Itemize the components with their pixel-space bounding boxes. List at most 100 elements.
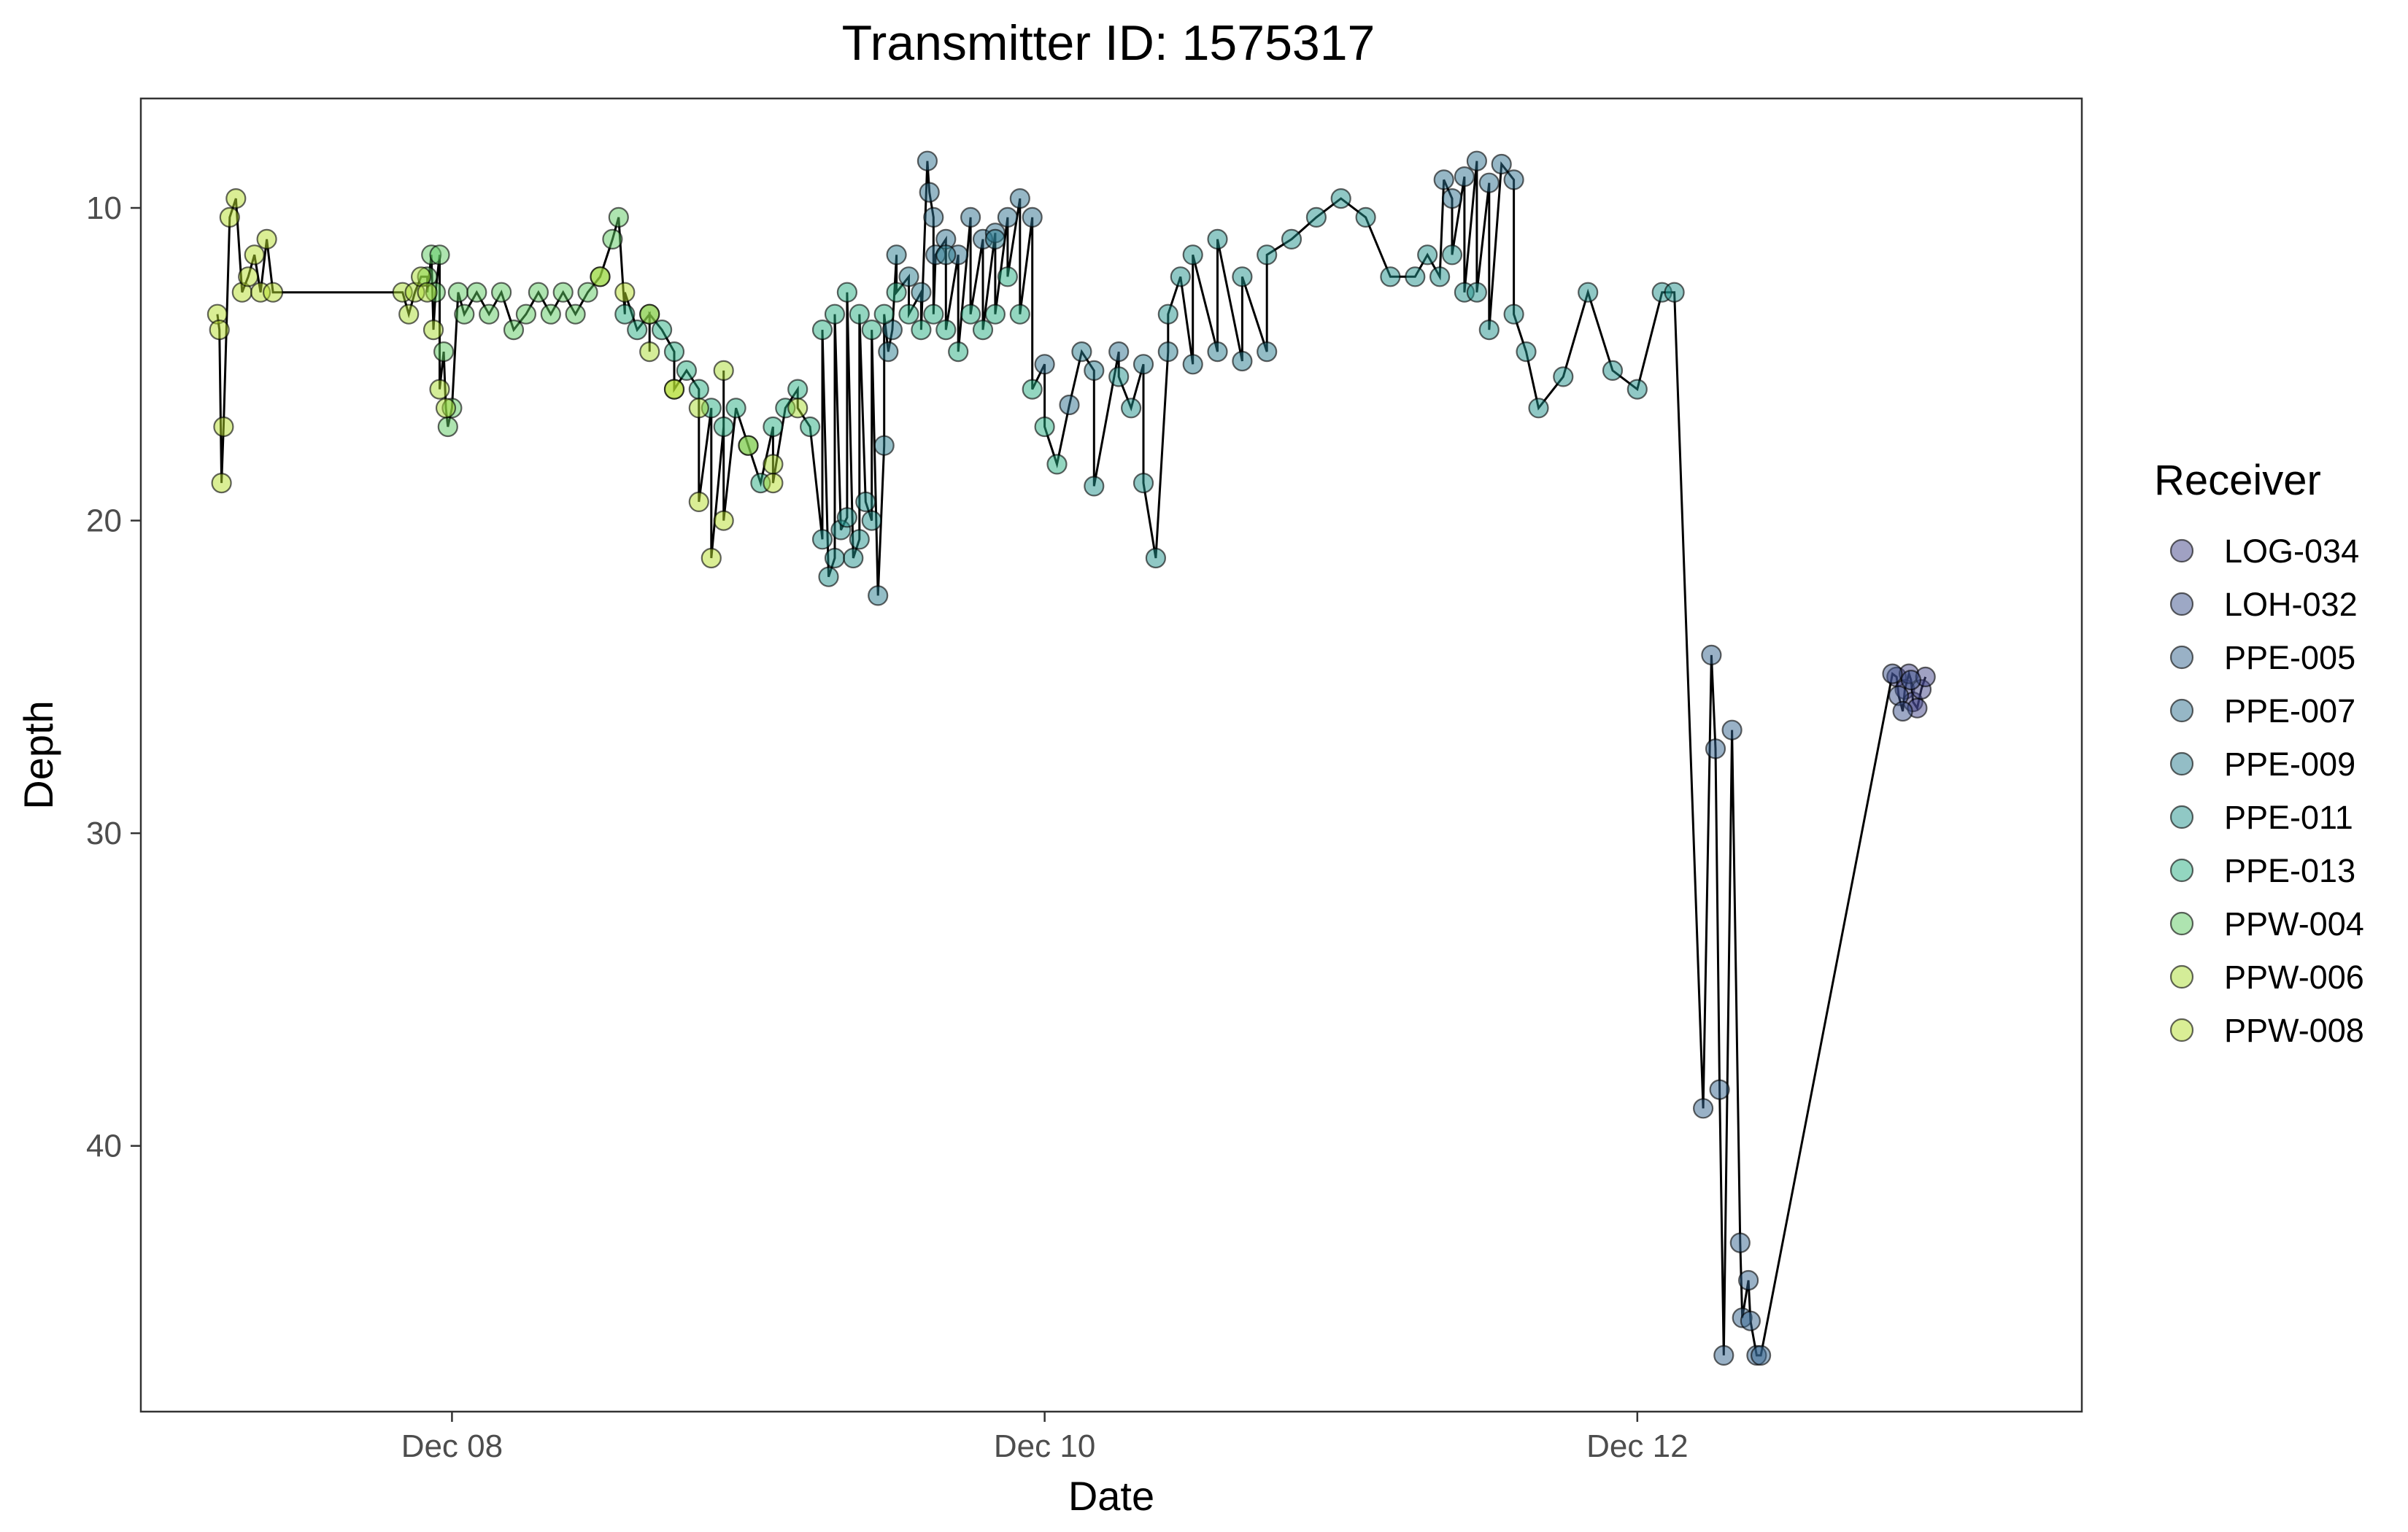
data-point bbox=[676, 360, 698, 381]
data-point bbox=[1429, 266, 1451, 287]
data-point bbox=[855, 491, 876, 513]
data-point bbox=[608, 206, 629, 228]
data-point bbox=[256, 228, 277, 249]
data-point bbox=[763, 472, 784, 494]
data-point bbox=[1721, 719, 1743, 740]
data-point bbox=[1257, 244, 1278, 266]
legend-key bbox=[2169, 698, 2194, 723]
data-point bbox=[651, 320, 673, 341]
data-point bbox=[799, 416, 821, 438]
data-point bbox=[429, 244, 450, 266]
data-point bbox=[663, 341, 685, 363]
series-PPE-007 bbox=[916, 150, 1524, 416]
legend-key bbox=[2169, 751, 2194, 776]
legend-item: PPE-005 bbox=[2169, 639, 2355, 676]
data-point bbox=[824, 303, 846, 325]
data-point bbox=[1071, 341, 1092, 363]
data-point bbox=[433, 341, 455, 363]
data-point bbox=[627, 320, 648, 341]
data-point bbox=[417, 282, 438, 303]
data-point bbox=[849, 529, 870, 550]
data-point bbox=[1132, 354, 1154, 375]
series-PPW-008 bbox=[207, 188, 784, 569]
data-point bbox=[1108, 341, 1130, 363]
data-point bbox=[725, 398, 746, 419]
legend-title: Receiver bbox=[2154, 457, 2321, 504]
legend-item: PPE-011 bbox=[2169, 799, 2353, 836]
data-point bbox=[552, 282, 574, 303]
data-point bbox=[868, 585, 889, 606]
data-point bbox=[590, 266, 611, 287]
legend-item: PPE-007 bbox=[2169, 692, 2355, 730]
data-point bbox=[1713, 1345, 1734, 1366]
data-point bbox=[861, 320, 882, 341]
series-PPE-005 bbox=[1693, 644, 1772, 1366]
data-point bbox=[1751, 1345, 1772, 1366]
data-point bbox=[1664, 282, 1685, 303]
data-point bbox=[1602, 360, 1624, 381]
data-point bbox=[1232, 350, 1253, 372]
data-point bbox=[437, 416, 458, 438]
data-point bbox=[1034, 416, 1055, 438]
data-point bbox=[1701, 644, 1722, 666]
data-point bbox=[1145, 547, 1167, 569]
data-point bbox=[1705, 738, 1726, 759]
x-axis-title: Date bbox=[1068, 1473, 1154, 1519]
data-point bbox=[873, 435, 895, 456]
data-point bbox=[878, 341, 899, 363]
legend-label: PPW-004 bbox=[2224, 905, 2364, 943]
data-point bbox=[1355, 206, 1376, 228]
data-point bbox=[849, 303, 870, 325]
data-point bbox=[1693, 1098, 1714, 1119]
data-point bbox=[1882, 663, 1903, 684]
legend-item: LOH-032 bbox=[2169, 586, 2358, 623]
data-point bbox=[960, 206, 981, 228]
data-point bbox=[1170, 266, 1191, 287]
data-point bbox=[1553, 366, 1574, 387]
y-axis-title: Depth bbox=[15, 700, 61, 809]
data-point bbox=[787, 398, 809, 419]
data-point bbox=[244, 244, 265, 266]
data-point bbox=[528, 282, 549, 303]
legend-label: PPW-006 bbox=[2224, 959, 2364, 996]
data-point bbox=[688, 491, 709, 513]
legend-key bbox=[2169, 1018, 2194, 1042]
data-point bbox=[873, 303, 895, 325]
data-point bbox=[972, 320, 994, 341]
legend-item: PPW-004 bbox=[2169, 905, 2364, 943]
x-tick-label: Dec 12 bbox=[1586, 1428, 1688, 1464]
axes-layer: Dec 08 Dec 10 Dec 12 10 20 30 40 bbox=[86, 190, 1689, 1464]
data-point bbox=[1182, 354, 1203, 375]
legend-item: PPW-008 bbox=[2169, 1012, 2364, 1049]
data-point bbox=[911, 320, 932, 341]
data-point bbox=[1738, 1269, 1759, 1291]
y-tick-label: 40 bbox=[86, 1129, 122, 1164]
data-point bbox=[565, 303, 586, 325]
data-point bbox=[1022, 379, 1043, 400]
data-point bbox=[1305, 206, 1327, 228]
data-point bbox=[1232, 266, 1253, 287]
legend-item: PPE-009 bbox=[2169, 746, 2355, 783]
data-point bbox=[1132, 472, 1154, 494]
y-tick-label: 20 bbox=[86, 503, 122, 539]
data-point bbox=[1441, 188, 1463, 209]
data-point bbox=[466, 282, 487, 303]
data-point bbox=[861, 510, 882, 531]
data-point bbox=[454, 303, 475, 325]
legend-key bbox=[2169, 858, 2194, 883]
data-point bbox=[1578, 282, 1599, 303]
series-PPE-011 bbox=[811, 188, 1685, 587]
data-point bbox=[577, 282, 598, 303]
data-point bbox=[1478, 172, 1500, 193]
data-point bbox=[713, 510, 734, 531]
data-point bbox=[213, 416, 234, 438]
legend: Receiver LOG-034 LOH-032 PPE-005 PPE-007 PPE… bbox=[2154, 457, 2364, 1049]
data-point bbox=[1281, 228, 1303, 249]
series-LOH-032 bbox=[1882, 663, 1921, 722]
data-point bbox=[490, 282, 512, 303]
data-point bbox=[1207, 341, 1228, 363]
data-point bbox=[898, 266, 919, 287]
legend-label: PPE-005 bbox=[2224, 639, 2355, 676]
